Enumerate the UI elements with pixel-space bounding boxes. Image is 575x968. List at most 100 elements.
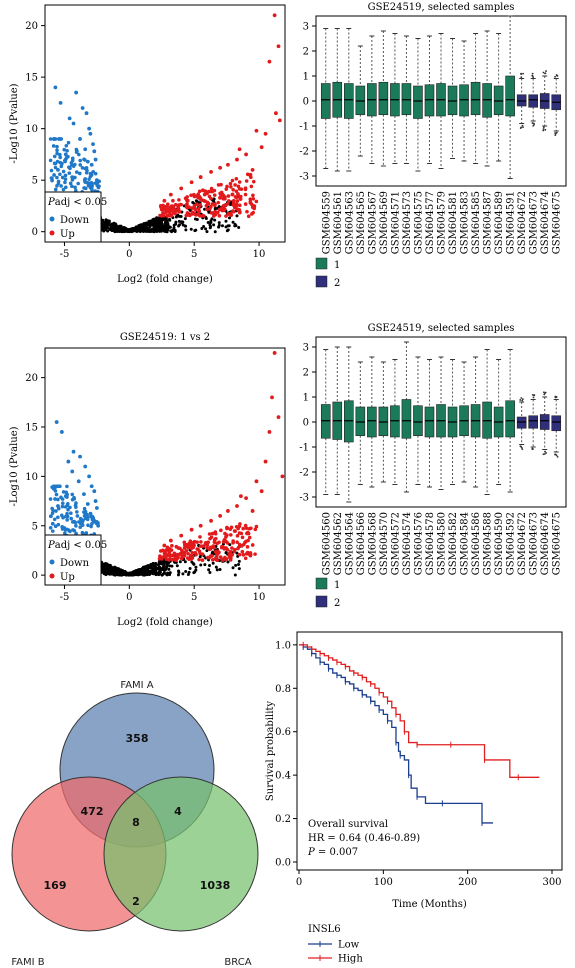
- survival-curve-high: [299, 644, 540, 778]
- box-2-box: [539, 391, 550, 456]
- volcano-1-up-cloud: [158, 172, 259, 219]
- box-1-category-label: GSM604577: [425, 191, 436, 254]
- volcano-1-xtick-label: -5: [60, 249, 70, 260]
- survival-xtick-label: 200: [458, 877, 477, 888]
- box-1-box: [355, 45, 366, 157]
- box-1-category-label: GSM604579: [437, 191, 448, 254]
- box-1-category-label: GSM604675: [552, 191, 563, 254]
- volcano-2-ytick-label: 15: [25, 423, 38, 434]
- box-1-box: [482, 30, 492, 167]
- box-1-box: [413, 38, 423, 172]
- volcano-2-down-point: [89, 484, 94, 489]
- volcano-2-up-point: [250, 509, 255, 513]
- volcano-2-xlabel: Log2 (fold change): [117, 617, 213, 628]
- volcano-1-up-point: [198, 175, 203, 179]
- survival-legend-entry: Low: [338, 940, 360, 951]
- box-2-ytick-label: 1: [303, 393, 309, 404]
- box-1-box: [424, 35, 435, 164]
- volcano-2-down-point: [56, 504, 60, 508]
- volcano-1-down-point: [74, 90, 79, 95]
- box-1-box: [401, 35, 412, 164]
- volcano-1-up-point: [244, 152, 248, 157]
- venn-count-c_only: 1038: [200, 879, 231, 892]
- volcano-2-ytick-label: 5: [32, 521, 38, 532]
- box-2-box: [459, 361, 469, 483]
- box-1-category-label: GSM604565: [356, 191, 367, 254]
- volcano-2-down-point: [82, 492, 86, 497]
- volcano-1-up-point: [179, 186, 184, 191]
- box-2-category-label: GSM604574: [402, 512, 413, 575]
- box-1-box: [320, 28, 331, 169]
- survival-panel: 0 100 200 300 0.0 0.2 0.4 0.6 0.8 1.0 Time (Months…: [265, 631, 563, 965]
- volcano-2-down-point: [83, 464, 88, 469]
- box-2-box: [493, 359, 504, 485]
- volcano-1-down-point: [92, 149, 97, 154]
- volcano-2-xtick-label: 5: [191, 592, 197, 603]
- box-1-legend-entry: 2: [334, 278, 340, 289]
- box-1-box: [516, 72, 527, 130]
- volcano-2-down-point: [76, 479, 81, 484]
- box-2-category-label: GSM604562: [333, 512, 344, 575]
- venn-set-2: [103, 776, 259, 932]
- box-1-category-label: GSM604573: [402, 191, 413, 254]
- survival-xlabel: Time (Months): [392, 899, 467, 910]
- volcano-1-ytick-label: 10: [25, 124, 38, 135]
- box-2-legend-entry: 2: [334, 598, 340, 609]
- venn-count-b_only: 169: [44, 879, 67, 892]
- volcano-2-up-point: [267, 430, 272, 434]
- box-2-category-label: GSM604674: [540, 512, 551, 575]
- volcano-1-down-point: [58, 100, 63, 105]
- box-1-category-label: GSM604581: [448, 191, 459, 254]
- box-1-legend-swatch: [315, 275, 328, 288]
- box-1-box: [505, 15, 515, 179]
- volcano-1-up-point: [259, 145, 264, 150]
- volcano-1-down-point: [67, 116, 72, 121]
- box-2-box: [505, 349, 515, 493]
- volcano-1-xtick-label: 5: [191, 249, 197, 260]
- box-1-ytick-label: -3: [299, 172, 309, 183]
- volcano-2-down-point: [88, 512, 93, 516]
- volcano-2-down-point: [87, 474, 92, 479]
- volcano-2-legend: Padj < 0.05 Down Up: [44, 534, 107, 586]
- box-2-category-label: GSM604566: [356, 512, 367, 575]
- box-1-box: [447, 38, 458, 159]
- box-2-box: [320, 349, 331, 495]
- box-1-ytick-label: 0: [303, 97, 309, 108]
- survival-annotation-title: Overall survival: [308, 819, 388, 830]
- volcano-1-up-point: [267, 59, 272, 64]
- survival-frame: [296, 631, 563, 871]
- volcano-2-legend-title: Padj < 0.05: [47, 540, 107, 551]
- box-2-category-label: GSM604675: [552, 512, 563, 575]
- volcano-1-legend-entry: Up: [60, 229, 75, 240]
- box-1-box: [459, 40, 469, 162]
- volcano-1-xtick-label: 0: [126, 249, 132, 260]
- volcano-1-ylabel: -Log10 (Pvalue): [9, 83, 20, 163]
- volcano-2-up-point: [179, 533, 184, 538]
- volcano-1-up-point: [274, 111, 278, 116]
- box-1-category-label: GSM604583: [460, 191, 471, 254]
- volcano-1-down-point: [78, 137, 82, 141]
- box-2-category-label: GSM604586: [471, 512, 482, 575]
- box-1-ytick-label: 3: [303, 22, 309, 33]
- box-1-box: [551, 74, 562, 137]
- volcano-1-up-point: [218, 165, 223, 170]
- volcano-1-down-point: [63, 152, 68, 157]
- volcano-1-up-point: [263, 131, 268, 136]
- box-1-ytick-label: 1: [303, 72, 309, 83]
- volcano-1-ytick-label: 15: [25, 73, 38, 84]
- box-2-category-label: GSM604582: [448, 512, 459, 575]
- box-1-category-label: GSM604674: [540, 191, 551, 254]
- volcano-1-down-point: [85, 159, 90, 164]
- survival-ytick-label: 0.2: [275, 814, 291, 825]
- box-2-box: [355, 361, 366, 485]
- volcano-2-down-point: [85, 502, 90, 506]
- volcano-1-up-point: [254, 128, 259, 133]
- survival-annotation-p: P = 0.007: [307, 847, 358, 858]
- box-2-box: [516, 397, 527, 451]
- volcano-1-down-point: [84, 111, 89, 116]
- box-1-category-label: GSM604673: [529, 191, 540, 254]
- box-2-ytick-label: -1: [299, 443, 309, 454]
- survival-ytick-label: 0.0: [275, 858, 291, 869]
- volcano-2-down-point: [70, 469, 75, 474]
